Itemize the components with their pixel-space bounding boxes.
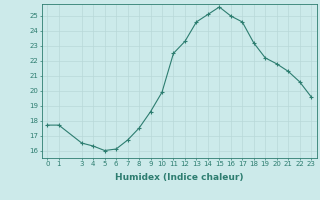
X-axis label: Humidex (Indice chaleur): Humidex (Indice chaleur): [115, 173, 244, 182]
